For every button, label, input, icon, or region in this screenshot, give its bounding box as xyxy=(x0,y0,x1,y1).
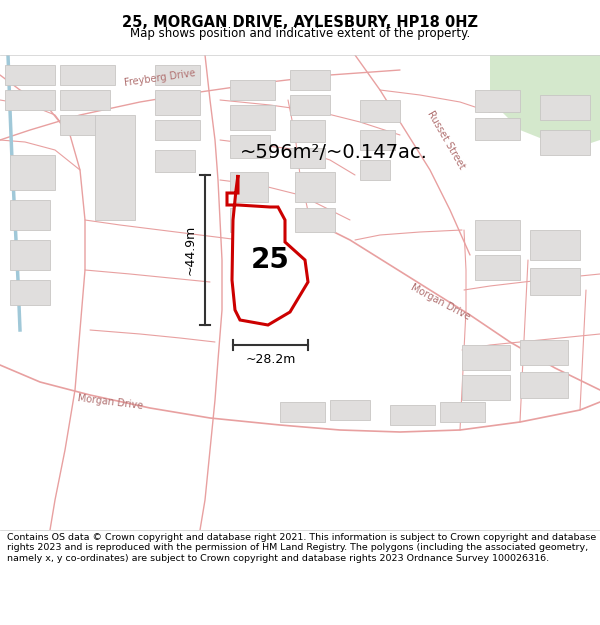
Polygon shape xyxy=(475,220,520,250)
Polygon shape xyxy=(360,160,390,180)
Polygon shape xyxy=(360,100,400,122)
Polygon shape xyxy=(155,90,200,115)
Polygon shape xyxy=(290,95,330,115)
Text: Contains OS data © Crown copyright and database right 2021. This information is : Contains OS data © Crown copyright and d… xyxy=(7,533,596,562)
Polygon shape xyxy=(462,375,510,400)
Polygon shape xyxy=(10,155,55,190)
Polygon shape xyxy=(530,230,580,260)
Text: Map shows position and indicative extent of the property.: Map shows position and indicative extent… xyxy=(130,27,470,39)
Polygon shape xyxy=(230,135,270,158)
Polygon shape xyxy=(360,130,395,150)
Text: ~28.2m: ~28.2m xyxy=(245,353,296,366)
Polygon shape xyxy=(95,115,135,220)
Polygon shape xyxy=(530,268,580,295)
Polygon shape xyxy=(155,65,200,85)
Text: 25: 25 xyxy=(251,246,289,274)
Polygon shape xyxy=(230,105,275,130)
Text: Morgan Drive: Morgan Drive xyxy=(77,393,143,411)
Polygon shape xyxy=(330,400,370,420)
Polygon shape xyxy=(540,95,590,120)
Polygon shape xyxy=(5,65,55,85)
Polygon shape xyxy=(10,200,50,230)
Polygon shape xyxy=(475,255,520,280)
Polygon shape xyxy=(155,120,200,140)
Polygon shape xyxy=(440,402,485,422)
Text: ~596m²/~0.147ac.: ~596m²/~0.147ac. xyxy=(240,143,428,162)
Polygon shape xyxy=(280,402,325,422)
Text: Morgan Drive: Morgan Drive xyxy=(409,282,472,322)
Polygon shape xyxy=(390,405,435,425)
Polygon shape xyxy=(520,340,568,365)
Polygon shape xyxy=(60,90,110,110)
Polygon shape xyxy=(295,172,335,202)
Polygon shape xyxy=(230,172,268,202)
Polygon shape xyxy=(475,90,520,112)
Polygon shape xyxy=(290,70,330,90)
Polygon shape xyxy=(60,65,115,85)
Polygon shape xyxy=(227,175,308,325)
Polygon shape xyxy=(290,148,325,168)
Polygon shape xyxy=(295,208,335,232)
Polygon shape xyxy=(520,372,568,398)
Text: Freyberg Drive: Freyberg Drive xyxy=(124,68,196,88)
Polygon shape xyxy=(290,120,325,142)
Text: ~44.9m: ~44.9m xyxy=(184,225,197,275)
Polygon shape xyxy=(475,118,520,140)
Polygon shape xyxy=(230,208,264,232)
Polygon shape xyxy=(5,90,55,110)
Polygon shape xyxy=(60,115,110,135)
Text: Russet Street: Russet Street xyxy=(425,109,466,171)
Text: 25, MORGAN DRIVE, AYLESBURY, HP18 0HZ: 25, MORGAN DRIVE, AYLESBURY, HP18 0HZ xyxy=(122,16,478,31)
Polygon shape xyxy=(155,150,195,172)
Polygon shape xyxy=(230,80,275,100)
Polygon shape xyxy=(10,280,50,305)
Polygon shape xyxy=(10,240,50,270)
Polygon shape xyxy=(462,345,510,370)
Polygon shape xyxy=(490,55,600,150)
Polygon shape xyxy=(540,130,590,155)
